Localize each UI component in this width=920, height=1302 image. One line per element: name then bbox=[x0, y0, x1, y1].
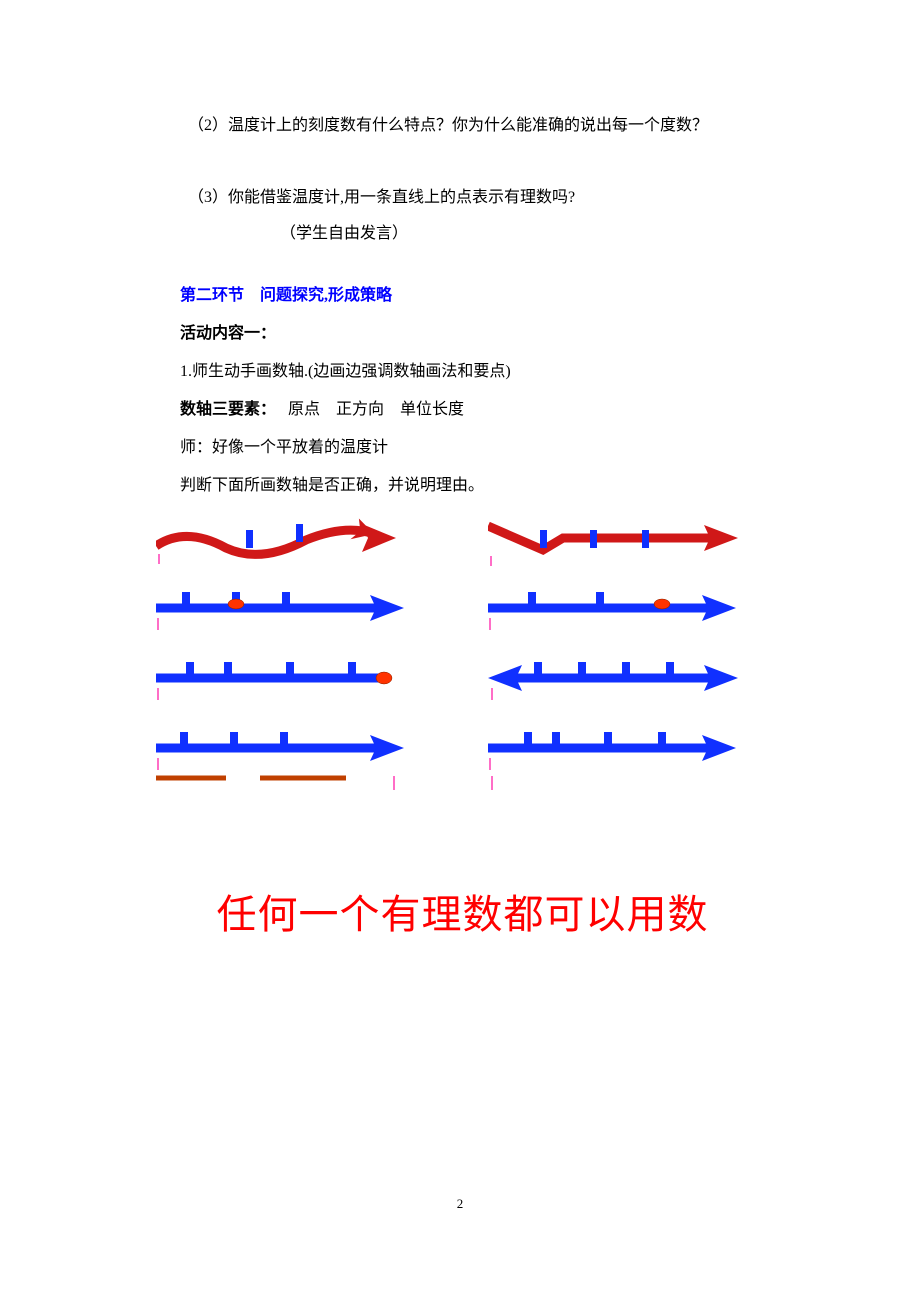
example-7 bbox=[156, 728, 406, 776]
question-2: （2）温度计上的刻度数有什么特点？你为什么能准确的说出每一个度数？ bbox=[188, 110, 745, 142]
example-row-4 bbox=[156, 728, 776, 776]
three-elements: 数轴三要素： 原点 正方向 单位长度 bbox=[180, 394, 745, 426]
big-red-statement: 任何一个有理数都可以用数 bbox=[180, 882, 745, 940]
question-3: （3）你能借鉴温度计,用一条直线上的点表示有理数吗? bbox=[188, 182, 745, 214]
example-row-1 bbox=[156, 518, 776, 566]
example-3 bbox=[156, 588, 406, 636]
instruction-1: 1.师生动手画数轴.(边画边强调数轴画法和要点) bbox=[180, 356, 745, 388]
example-row-2 bbox=[156, 588, 776, 636]
example-1 bbox=[156, 518, 406, 566]
judge-line: 判断下面所画数轴是否正确，并说明理由。 bbox=[180, 470, 745, 502]
page-number: 2 bbox=[0, 1196, 920, 1212]
example-9 bbox=[156, 772, 406, 796]
example-10 bbox=[488, 772, 738, 796]
example-4 bbox=[488, 588, 738, 636]
example-row-5 bbox=[156, 772, 776, 796]
three-elements-label: 数轴三要素： bbox=[180, 401, 276, 418]
example-6 bbox=[488, 658, 738, 706]
document-page: （2）温度计上的刻度数有什么特点？你为什么能准确的说出每一个度数？ （3）你能借… bbox=[0, 0, 920, 1302]
three-elements-rest: 原点 正方向 单位长度 bbox=[276, 401, 464, 418]
example-row-3 bbox=[156, 658, 776, 706]
activity-label: 活动内容一： bbox=[180, 318, 745, 350]
number-line-examples bbox=[156, 518, 776, 796]
example-5 bbox=[156, 658, 406, 706]
teacher-line: 师：好像一个平放着的温度计 bbox=[180, 432, 745, 464]
example-2 bbox=[488, 518, 738, 566]
free-speak-note: （学生自由发言） bbox=[180, 218, 745, 250]
section-heading: 第二环节 问题探究,形成策略 bbox=[180, 280, 745, 312]
example-8 bbox=[488, 728, 738, 776]
